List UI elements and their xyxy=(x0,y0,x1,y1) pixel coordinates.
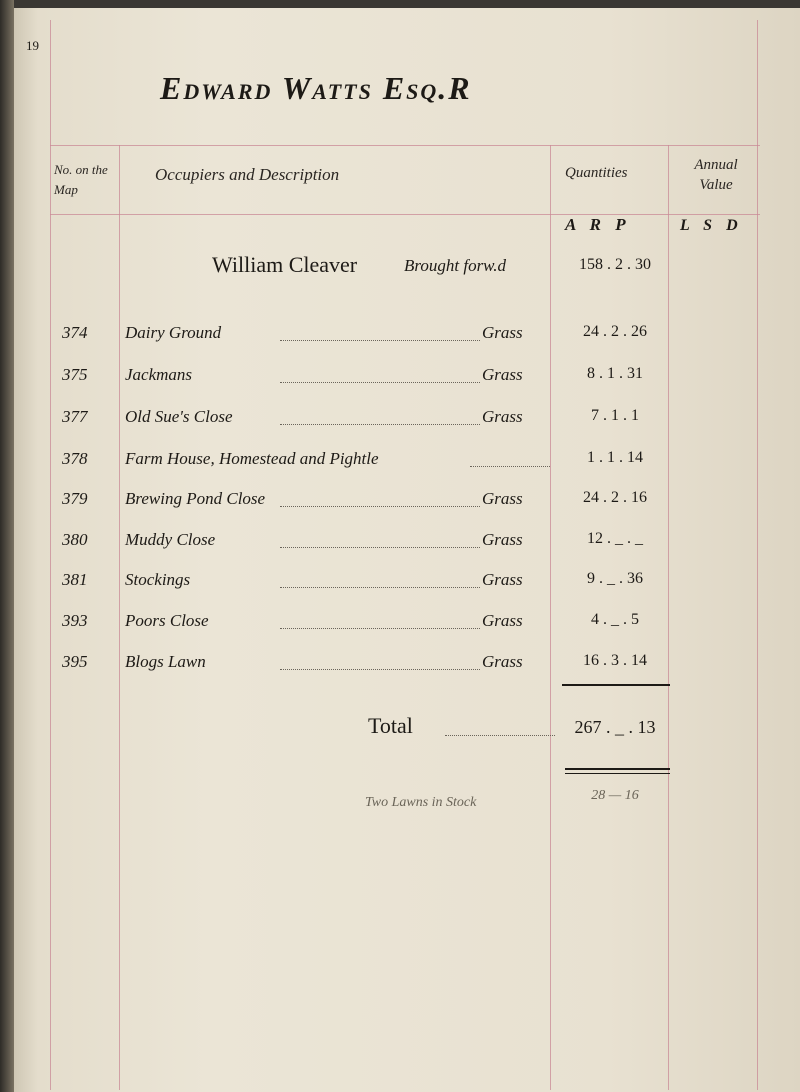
row-quantity: 16 . 3 . 14 xyxy=(583,652,647,669)
total-rule-2 xyxy=(565,773,670,774)
map-number: 395 xyxy=(62,652,88,671)
total-rule-1 xyxy=(565,768,670,770)
row-quantity: 4 . _ . 5 xyxy=(591,611,639,628)
row-leader xyxy=(280,424,480,425)
total-leader xyxy=(445,735,555,736)
row-leader xyxy=(280,506,480,507)
map-number: 377 xyxy=(62,407,88,426)
row-quantity: 12 . _ . _ xyxy=(587,530,643,547)
map-number: 393 xyxy=(62,611,88,630)
page-title: Edward Watts Esq.R xyxy=(160,70,472,106)
row-kind: Grass xyxy=(482,489,523,508)
row-leader xyxy=(280,669,480,670)
row-description: Blogs Lawn xyxy=(125,652,206,671)
column-rule-map xyxy=(119,145,120,1090)
map-number: 381 xyxy=(62,570,88,589)
map-number: 378 xyxy=(62,449,88,468)
map-number: 380 xyxy=(62,530,88,549)
map-number: 374 xyxy=(62,323,88,342)
brought-forward-quantity: 158 . 2 . 30 xyxy=(579,256,651,273)
header-description: Occupiers and Description xyxy=(155,165,340,184)
row-kind: Grass xyxy=(482,365,523,384)
brought-forward-label: Brought forw.d xyxy=(404,256,507,275)
row-description: Dairy Ground xyxy=(125,323,222,342)
column-rule-description xyxy=(550,145,551,1090)
row-quantity: 1 . 1 . 14 xyxy=(587,449,643,466)
quantity-units: A R P xyxy=(565,215,626,234)
pencil-note-quantity: 28 — 16 xyxy=(591,788,639,803)
header-rule-top xyxy=(50,145,760,146)
row-description: Old Sue's Close xyxy=(125,407,233,426)
row-description: Muddy Close xyxy=(125,530,216,549)
column-rule-quantities xyxy=(668,145,669,1090)
row-leader xyxy=(280,628,480,629)
row-quantity: 24 . 2 . 16 xyxy=(583,489,647,506)
row-leader xyxy=(470,466,550,467)
row-kind: Grass xyxy=(482,652,523,671)
total-label: Total xyxy=(368,713,413,738)
sum-rule xyxy=(562,684,670,686)
value-units: L S D xyxy=(680,217,738,234)
row-leader xyxy=(280,587,480,588)
row-leader xyxy=(280,547,480,548)
header-annual-value: Annual Value xyxy=(694,157,738,193)
column-rule-value xyxy=(757,20,758,1090)
header-map-no: No. on the Map xyxy=(54,162,108,197)
map-number: 379 xyxy=(62,489,88,508)
row-kind: Grass xyxy=(482,611,523,630)
margin-rule xyxy=(50,20,51,1090)
pencil-note: Two Lawns in Stock xyxy=(365,795,477,810)
row-quantity: 7 . 1 . 1 xyxy=(591,407,639,424)
header-quantities: Quantities xyxy=(565,165,628,181)
book-spine xyxy=(0,0,14,1092)
row-description: Farm House, Homestead and Pightle xyxy=(125,449,379,468)
row-leader xyxy=(280,382,480,383)
row-description: Brewing Pond Close xyxy=(125,489,266,508)
row-description: Stockings xyxy=(125,570,191,589)
row-kind: Grass xyxy=(482,570,523,589)
map-number: 375 xyxy=(62,365,88,384)
row-leader xyxy=(280,340,480,341)
row-description: Poors Close xyxy=(125,611,209,630)
page-number: 19 xyxy=(26,38,39,53)
row-kind: Grass xyxy=(482,323,523,342)
brought-forward-name: William Cleaver xyxy=(212,252,358,277)
row-quantity: 9 . _ . 36 xyxy=(587,570,643,587)
row-quantity: 24 . 2 . 26 xyxy=(583,323,647,340)
row-quantity: 8 . 1 . 31 xyxy=(587,365,643,382)
total-quantity: 267 . _ . 13 xyxy=(574,717,656,737)
row-description: Jackmans xyxy=(125,365,193,384)
row-kind: Grass xyxy=(482,530,523,549)
row-kind: Grass xyxy=(482,407,523,426)
header-rule-bottom xyxy=(50,214,760,215)
